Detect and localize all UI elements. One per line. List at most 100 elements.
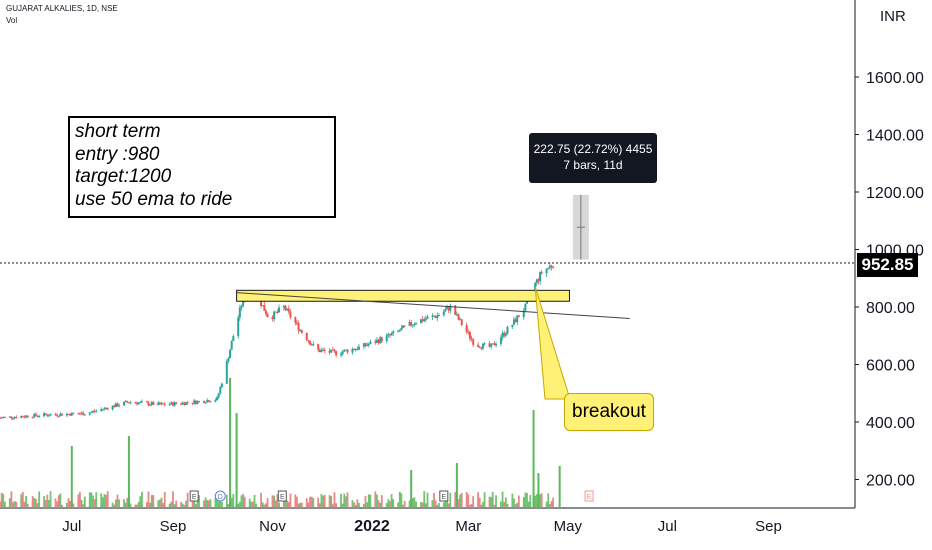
event-marker-label: E [587, 494, 592, 501]
volume-bar [286, 501, 288, 508]
volume-bar [174, 504, 176, 508]
volume-bar [123, 499, 125, 508]
volume-bar [218, 501, 220, 508]
candle-body [50, 414, 52, 415]
candle-body [552, 267, 554, 268]
volume-bar [231, 498, 233, 508]
volume-bar [471, 504, 473, 508]
volume-bar [239, 502, 241, 508]
volume-spike [537, 473, 539, 508]
volume-bar [58, 495, 60, 508]
volume-bar [477, 492, 479, 508]
volume-bar [130, 504, 132, 508]
volume-bar [32, 496, 34, 508]
volume-bar [525, 492, 527, 508]
candle-body [126, 401, 128, 402]
candle-body [288, 308, 290, 311]
candle-body [391, 334, 393, 336]
volume-bar [272, 495, 274, 508]
volume-bar [107, 491, 109, 508]
candle-body [273, 312, 275, 320]
volume-bar [205, 498, 207, 508]
volume-bar [161, 498, 163, 508]
candle-body [541, 272, 543, 273]
candle-body [342, 352, 344, 354]
volume-bar [46, 495, 48, 508]
volume-bar [298, 503, 300, 508]
volume-spike [128, 436, 130, 508]
candle-body [392, 331, 394, 333]
volume-bar [551, 501, 553, 508]
measure-tool[interactable] [573, 195, 589, 260]
volume-bar [461, 493, 463, 508]
volume-bar [386, 503, 388, 508]
volume-bar [38, 491, 40, 508]
note-line: short term [75, 121, 329, 144]
candle-body [214, 400, 216, 402]
candle-body [358, 347, 360, 350]
volume-bar [378, 500, 380, 508]
volume-bar [250, 502, 252, 508]
time-tick-label: Jul [658, 518, 677, 535]
volume-bar [35, 499, 37, 508]
candle-body [317, 344, 319, 350]
volume-bar [309, 497, 311, 508]
volume-bar [175, 501, 177, 508]
symbol-title: GUJARAT ALKALIES, 1D, NSE [6, 4, 118, 14]
volume-bar [459, 494, 461, 508]
volume-bar [56, 501, 58, 508]
candle-body [278, 308, 280, 313]
volume-bar [539, 494, 541, 508]
volume-bar [433, 493, 435, 508]
volume-bar [332, 504, 334, 508]
volume-bar [208, 500, 210, 508]
volume-bar [241, 495, 243, 508]
volume-bar [469, 505, 471, 508]
volume-bar [77, 494, 79, 508]
volume-spike [456, 463, 458, 508]
candle-body [479, 347, 481, 348]
volume-bar [296, 497, 298, 508]
candle-body [27, 416, 29, 418]
candle-body [333, 350, 335, 351]
volume-bar [438, 503, 440, 508]
note-line: use 50 ema to ride [75, 189, 329, 212]
volume-bar [89, 492, 91, 508]
candle-body [381, 337, 383, 341]
trade-note-box[interactable]: short term entry :980 target:1200 use 50… [68, 116, 336, 218]
breakout-callout[interactable]: breakout [564, 393, 654, 431]
price-tick-label: 1600.00 [866, 70, 924, 87]
volume-bar [358, 503, 360, 508]
volume-bar [356, 499, 358, 508]
volume-bar [404, 501, 406, 508]
event-marker-label: E [192, 494, 197, 501]
candle-body [130, 402, 132, 403]
candle-body [89, 413, 91, 415]
volume-bar [2, 494, 4, 508]
candle-body [425, 319, 427, 320]
time-axis[interactable]: Jul Sep Nov 2022 Mar May Jul Sep [62, 518, 782, 535]
candle-body [239, 308, 241, 318]
candle-body [443, 311, 445, 315]
callout-pointer [535, 287, 570, 399]
volume-bar [210, 499, 212, 508]
volume-bar [262, 502, 264, 508]
candle-body [10, 416, 12, 418]
volume-bar [195, 504, 197, 508]
candle-body [152, 402, 154, 405]
candle-body [400, 328, 402, 330]
candle-body [547, 268, 549, 269]
volume-bar [146, 502, 148, 508]
volume-bar [170, 502, 172, 508]
candle-body [226, 361, 228, 384]
last-price-tag: 952.85 [857, 253, 918, 277]
volume-bar [329, 495, 331, 508]
candle-body [229, 350, 231, 358]
volume-bar [152, 495, 154, 508]
price-axis[interactable]: 200.00400.00600.00800.001000.001200.0014… [855, 70, 924, 490]
candle-body [347, 350, 349, 353]
volume-bar [267, 498, 269, 508]
volume-bar [412, 498, 414, 508]
volume-bar [536, 494, 538, 508]
